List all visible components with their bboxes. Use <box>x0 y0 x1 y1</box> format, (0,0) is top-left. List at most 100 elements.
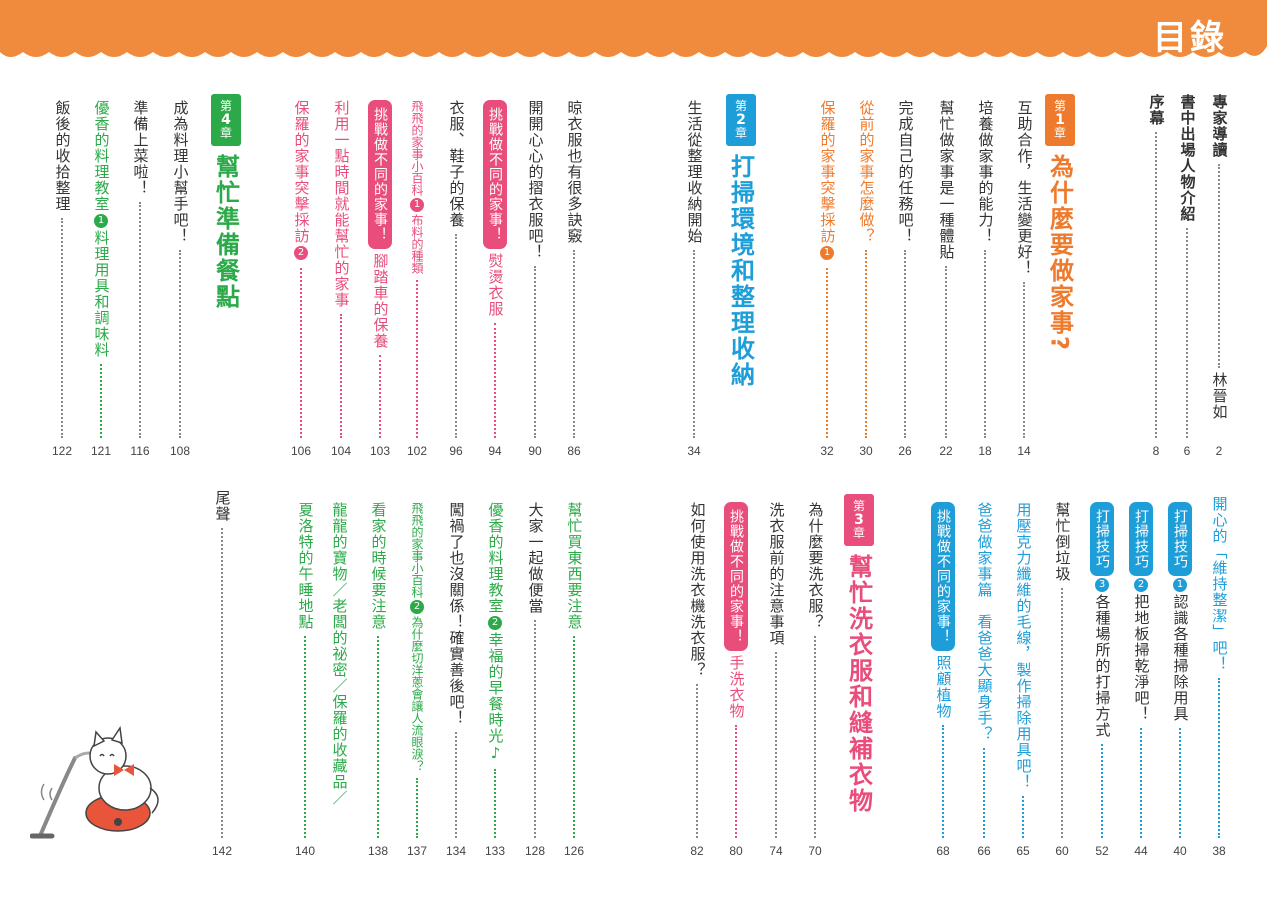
toc-entry[interactable]: 互助合作，生活變更好！ <box>1013 100 1035 438</box>
toc-entry[interactable]: 生活從整理收納開始 <box>683 100 705 438</box>
toc-entry[interactable]: 打掃技巧 3 各種場所的打掃方式 <box>1090 502 1114 838</box>
toc-entry-challenge[interactable]: 挑戰做不同的家事！ 腳踏車的保養 <box>368 100 392 438</box>
leader-dots <box>1022 796 1024 838</box>
entry-title: 幸福的早餐時光♪ <box>486 632 505 763</box>
leader-dots <box>1218 164 1220 368</box>
page-number: 108 <box>169 444 191 458</box>
toc-entry[interactable]: 爸爸做家事篇 看爸爸大顯身手？ <box>973 502 995 838</box>
chapter-title: 幫忙準備餐點 <box>211 153 240 310</box>
leader-dots <box>300 268 302 438</box>
toc-entry[interactable]: 衣服、鞋子的保養 <box>445 100 467 438</box>
entry-title: 生活從整理收納開始 <box>685 100 704 244</box>
toc-entry[interactable]: 完成自己的任務吧！ <box>894 100 916 438</box>
page-number: 38 <box>1212 844 1226 858</box>
toc-entry[interactable]: 打掃技巧 1 認識各種掃除用具 <box>1168 502 1192 838</box>
toc-entry-challenge[interactable]: 挑戰做不同的家事！ 熨燙衣服 <box>483 100 507 438</box>
page-number: 68 <box>936 844 950 858</box>
page-number: 80 <box>729 844 743 858</box>
entry-title: 保羅的家事突擊採訪 <box>292 100 311 244</box>
leader-dots <box>455 234 457 438</box>
leader-dots <box>696 684 698 838</box>
chapter-title: 為什麼要做家事? <box>1045 153 1074 352</box>
leader-dots <box>1023 282 1025 438</box>
page-number: 60 <box>1055 844 1069 858</box>
page-number: 102 <box>406 444 428 458</box>
toc-entry[interactable]: 飛飛的家事小百科 2 為什麼切洋蔥會讓人流眼淚？ <box>406 502 428 838</box>
chapter-label-post: 章 <box>734 126 747 141</box>
toc-entry[interactable]: 幫忙買東西要注意 <box>563 502 585 838</box>
chapter-1-heading[interactable]: 第 1 章 為什麼要做家事? <box>1044 94 1076 352</box>
chapter-3-heading[interactable]: 第 3 章 幫忙洗衣服和縫補衣物 <box>843 494 875 814</box>
leader-dots <box>494 769 496 838</box>
challenge-badge: 挑戰做不同的家事！ <box>483 100 507 249</box>
leader-dots <box>534 266 536 438</box>
toc-entry-challenge[interactable]: 挑戰做不同的家事！ 照顧植物 <box>931 502 955 838</box>
toc-entry[interactable]: 利用一點時間就能幫忙的家事 <box>330 100 352 438</box>
toc-entry[interactable]: 從前的家事怎麼做？ <box>855 100 877 438</box>
toc-entry[interactable]: 成為料理小幫手吧！ <box>169 100 191 438</box>
leader-dots <box>735 725 737 838</box>
page-number: 128 <box>524 844 546 858</box>
entry-prefix: 飛飛的家事小百科 <box>410 502 424 598</box>
toc-entry[interactable]: 優香的料理教室 1 料理用具和調味料 <box>90 100 112 438</box>
toc-entry[interactable]: 飯後的收拾整理 <box>51 100 73 438</box>
page-number: 8 <box>1152 444 1160 458</box>
toc-entry[interactable]: 夏洛特的午睡地點 <box>294 502 316 838</box>
toc-entry[interactable]: 如何使用洗衣機洗衣服？ <box>686 502 708 838</box>
toc-entry[interactable]: 幫忙倒垃圾 <box>1051 502 1073 838</box>
entry-title: 尾聲 <box>213 490 232 522</box>
scallop-banner-shape <box>0 0 1267 57</box>
page-number: 86 <box>567 444 581 458</box>
toc-entry[interactable]: 飛飛的家事小百科 1 布料的種類 <box>406 100 428 438</box>
toc-entry-challenge[interactable]: 挑戰做不同的家事！ 手洗衣物 <box>724 502 748 838</box>
toc-entry[interactable]: 幫忙做家事是一種體貼 <box>935 100 957 438</box>
toc-entry-prologue[interactable]: 序幕 <box>1145 94 1167 438</box>
number-circle: 2 <box>488 616 502 630</box>
entry-title: 完成自己的任務吧！ <box>896 100 915 244</box>
entry-title: 幫忙倒垃圾 <box>1053 502 1072 582</box>
toc-entry[interactable]: 準備上菜啦！ <box>129 100 151 438</box>
leader-dots <box>416 778 418 838</box>
challenge-badge: 挑戰做不同的家事！ <box>931 502 955 651</box>
entry-title: 夏洛特的午睡地點 <box>296 502 315 630</box>
toc-entry[interactable]: 看家的時候要注意 <box>367 502 389 838</box>
toc-entry[interactable]: 保羅的家事突擊採訪 1 <box>816 100 838 438</box>
leader-dots <box>945 266 947 438</box>
entry-title: 書中出場人物介紹 <box>1178 94 1197 222</box>
entry-title: 用壓克力纖維的毛線，製作掃除用具吧！ <box>1014 502 1033 790</box>
leader-dots <box>983 748 985 838</box>
toc-entry[interactable]: 龍龍的寶物／老闆的祕密／保羅的收藏品／ <box>328 502 350 806</box>
toc-entry[interactable]: 大家一起做便當 <box>524 502 546 838</box>
entry-title: 幫忙買東西要注意 <box>565 502 584 630</box>
chapter-2-heading[interactable]: 第 2 章 打掃環境和整理收納 <box>725 94 757 388</box>
toc-entry-expert-intro[interactable]: 專家導讀 林晉如 <box>1208 94 1230 420</box>
page-number: 103 <box>369 444 391 458</box>
toc-entry[interactable]: 用壓克力纖維的毛線，製作掃除用具吧！ <box>1012 502 1034 838</box>
toc-entry-epilogue[interactable]: 尾聲 <box>211 490 233 838</box>
toc-entry[interactable]: 保羅的家事突擊採訪 2 <box>290 100 312 438</box>
page-number: 52 <box>1095 844 1109 858</box>
toc-entry[interactable]: 培養做家事的能力！ <box>974 100 996 438</box>
chapter-label-pre: 第 <box>219 99 232 113</box>
toc-entry-characters[interactable]: 書中出場人物介紹 <box>1176 94 1198 438</box>
chapter-label-pre: 第 <box>852 499 865 513</box>
toc-entry[interactable]: 洗衣服前的注意事項 <box>765 502 787 838</box>
chapter-badge: 第 3 章 <box>844 494 874 546</box>
cat <box>89 725 159 814</box>
toc-entry[interactable]: 闖禍了也沒關係！確實善後吧！ <box>445 502 467 838</box>
page-number: 40 <box>1173 844 1187 858</box>
toc-entry[interactable]: 為什麼要洗衣服？ <box>804 502 826 838</box>
chapter-4-heading[interactable]: 第 4 章 幫忙準備餐點 <box>210 94 242 310</box>
entry-title: 培養做家事的能力！ <box>976 100 995 244</box>
toc-entry[interactable]: 開開心心的摺衣服吧！ <box>524 100 546 438</box>
chapter-label-post: 章 <box>219 126 232 141</box>
leader-dots <box>534 620 536 838</box>
toc-entry[interactable]: 晾衣服也有很多訣竅 <box>563 100 585 438</box>
leader-dots <box>1155 132 1157 438</box>
chapter-label-post: 章 <box>852 526 865 541</box>
toc-entry[interactable]: 打掃技巧 2 把地板掃乾淨吧！ <box>1129 502 1153 838</box>
leader-dots <box>573 250 575 438</box>
toc-entry[interactable]: 優香的料理教室 2 幸福的早餐時光♪ <box>484 502 506 838</box>
entry-title: 手洗衣物 <box>727 655 746 719</box>
toc-entry[interactable]: 開心的「維持整潔」吧！ <box>1208 496 1230 838</box>
